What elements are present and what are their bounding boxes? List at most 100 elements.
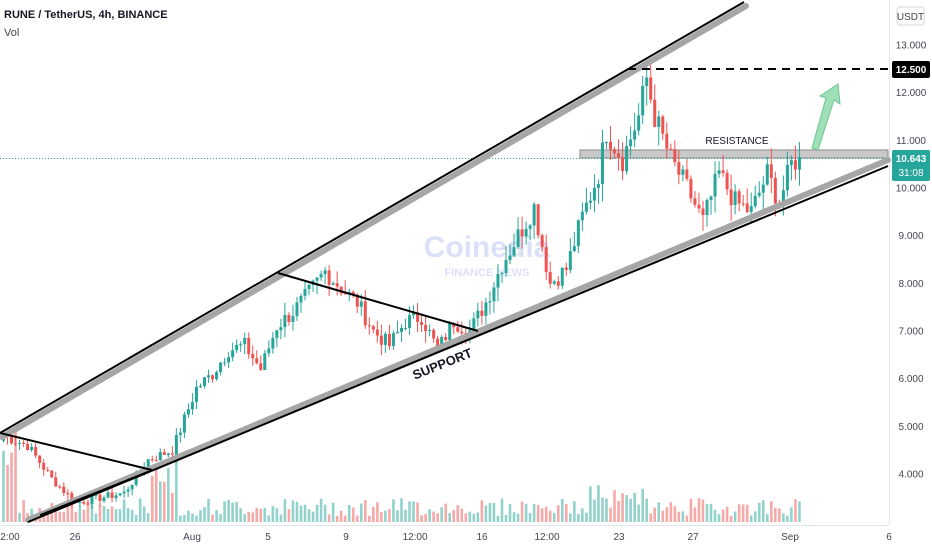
candle[interactable]: [367, 317, 371, 335]
candle[interactable]: [488, 291, 492, 315]
candle[interactable]: [255, 350, 259, 365]
candle[interactable]: [275, 330, 279, 348]
candle[interactable]: [789, 155, 793, 181]
channel-lower-line[interactable]: [27, 165, 889, 523]
candle[interactable]: [713, 161, 717, 213]
candle[interactable]: [130, 484, 134, 496]
candle[interactable]: [26, 439, 30, 451]
candle[interactable]: [665, 122, 669, 159]
candle[interactable]: [267, 340, 271, 357]
currency-badge-box[interactable]: [896, 6, 925, 26]
candle[interactable]: [122, 485, 126, 499]
candle[interactable]: [753, 185, 757, 209]
candle[interactable]: [46, 466, 50, 473]
candle[interactable]: [223, 357, 227, 367]
candle[interactable]: [287, 312, 291, 326]
candle[interactable]: [516, 217, 520, 250]
candle[interactable]: [629, 126, 633, 157]
candle[interactable]: [363, 289, 367, 329]
candle[interactable]: [617, 139, 621, 171]
candle[interactable]: [556, 276, 560, 290]
candle[interactable]: [78, 501, 82, 507]
candle[interactable]: [633, 112, 637, 148]
candle[interactable]: [685, 158, 689, 182]
candle[interactable]: [432, 328, 436, 343]
candle[interactable]: [592, 174, 596, 213]
candle[interactable]: [496, 264, 500, 302]
candle[interactable]: [379, 324, 383, 356]
candle[interactable]: [203, 376, 206, 389]
candle[interactable]: [62, 482, 66, 497]
candle[interactable]: [66, 489, 70, 499]
candle[interactable]: [215, 370, 219, 381]
candle[interactable]: [391, 330, 395, 350]
candle[interactable]: [126, 486, 130, 497]
candle[interactable]: [219, 361, 223, 376]
candle[interactable]: [158, 448, 162, 461]
candle[interactable]: [207, 369, 211, 383]
candle[interactable]: [605, 141, 608, 149]
candle[interactable]: [733, 184, 737, 215]
candle[interactable]: [198, 383, 202, 388]
candle[interactable]: [761, 176, 765, 210]
channel-upper[interactable]: [0, 1, 749, 440]
early-descending-line[interactable]: [0, 432, 153, 471]
time-axis[interactable]: 2:00 26 Aug 5 9 12:00 16 12:00 23 27 Sep 6: [0, 532, 892, 543]
candle[interactable]: [653, 84, 657, 128]
candle[interactable]: [315, 277, 319, 295]
candle[interactable]: [428, 324, 432, 337]
candle[interactable]: [532, 202, 536, 239]
candle[interactable]: [279, 318, 283, 340]
candle[interactable]: [520, 216, 524, 249]
candle[interactable]: [18, 439, 22, 451]
candle[interactable]: [797, 141, 801, 186]
candle[interactable]: [637, 103, 641, 136]
candle[interactable]: [689, 175, 693, 203]
candle[interactable]: [271, 332, 275, 354]
candle[interactable]: [22, 440, 26, 448]
candle[interactable]: [613, 146, 617, 159]
candle[interactable]: [484, 297, 488, 325]
candle[interactable]: [444, 333, 448, 342]
candle[interactable]: [303, 281, 307, 301]
candle[interactable]: [785, 151, 789, 197]
candle[interactable]: [182, 411, 186, 439]
candle[interactable]: [793, 145, 797, 180]
candle[interactable]: [669, 143, 673, 150]
candle[interactable]: [472, 312, 476, 332]
candle[interactable]: [227, 352, 231, 369]
candle[interactable]: [50, 470, 54, 479]
candle[interactable]: [725, 169, 729, 196]
candle[interactable]: [331, 281, 335, 286]
candle[interactable]: [580, 202, 584, 231]
candle[interactable]: [548, 261, 552, 289]
candle[interactable]: [118, 492, 122, 497]
candle[interactable]: [741, 194, 745, 207]
candle[interactable]: [584, 187, 588, 215]
candle[interactable]: [769, 148, 773, 194]
candle[interactable]: [30, 443, 34, 452]
candle[interactable]: [745, 188, 749, 214]
candle[interactable]: [705, 198, 709, 227]
channel-upper-line[interactable]: [0, 1, 745, 434]
candle[interactable]: [110, 487, 114, 503]
candle[interactable]: [424, 315, 428, 343]
candle[interactable]: [235, 339, 239, 354]
candle[interactable]: [283, 302, 287, 338]
candle[interactable]: [737, 188, 741, 212]
candle[interactable]: [572, 231, 576, 253]
candle[interactable]: [259, 355, 263, 371]
candle[interactable]: [536, 204, 540, 239]
candle[interactable]: [765, 156, 769, 186]
candle[interactable]: [476, 302, 480, 327]
candle[interactable]: [524, 221, 528, 245]
candle[interactable]: [162, 448, 166, 455]
candle[interactable]: [492, 282, 496, 313]
candle[interactable]: [420, 313, 424, 333]
early-rising-line[interactable]: [39, 469, 153, 516]
candle[interactable]: [673, 140, 677, 167]
candle[interactable]: [387, 324, 391, 350]
candle[interactable]: [86, 501, 90, 505]
